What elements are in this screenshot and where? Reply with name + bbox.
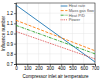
- tick-label: 400: [58, 66, 66, 71]
- legend-swatch: [61, 6, 68, 7]
- tick-mark: [14, 34, 16, 35]
- tick: 1.2: [7, 11, 16, 16]
- tick-label: 1.1: [7, 21, 14, 26]
- lines: [16, 5, 95, 62]
- tick-label: 500: [69, 66, 77, 71]
- tick: 100: [24, 64, 32, 71]
- tick-mark: [14, 44, 16, 45]
- series-line: [16, 31, 95, 58]
- x-axis: 0 100200 300400500600 700: [15, 64, 100, 71]
- legend-swatch: [61, 15, 68, 16]
- tick: 200: [35, 64, 43, 71]
- tick: 700: [92, 64, 100, 71]
- tick-mark: [14, 13, 16, 14]
- tick: 1.0: [7, 31, 16, 36]
- tick-mark: [14, 23, 16, 24]
- grid-line: [16, 23, 95, 24]
- tick-label: 0.7: [7, 62, 14, 67]
- tick-mark: [14, 64, 16, 65]
- tick-label: 0.8: [7, 52, 14, 57]
- y-axis-title: Influence number: [1, 16, 6, 51]
- legend-swatch: [61, 10, 68, 11]
- x-axis-title: Compressor inlet air temperature: [23, 74, 89, 79]
- tick-label: 0.9: [7, 42, 14, 47]
- chart: 0 100200 300400500600 700 0.7 0.8 0.9 1.0 1.1 1.2…: [0, 0, 100, 80]
- tick: 0.9: [7, 42, 16, 47]
- tick: 300: [47, 64, 55, 71]
- tick-label: 0: [15, 66, 18, 71]
- tick: 0: [15, 64, 18, 71]
- legend-label: Power: [69, 17, 81, 22]
- tick: 600: [80, 64, 88, 71]
- tick-label: 1.2: [7, 11, 14, 16]
- plot-frame: [16, 3, 95, 64]
- grid: [16, 3, 95, 64]
- tick-label: 300: [47, 66, 55, 71]
- tick-label: 700: [92, 66, 100, 71]
- series-line: [16, 25, 95, 53]
- plot: 0 100200 300400500600 700 0.7 0.8 0.9 1.0 1.1 1.2…: [7, 3, 100, 71]
- legend: Heat rateMass gas flowHeat P/DPower: [61, 3, 94, 22]
- tick: 1.1: [7, 21, 16, 26]
- tick-label: 100: [24, 66, 32, 71]
- legend-swatch: [61, 19, 68, 20]
- series-line: [16, 5, 95, 62]
- y-axis: 0.7 0.8 0.9 1.0 1.1 1.2: [7, 4, 17, 67]
- tick: 0.7: [7, 62, 16, 67]
- tick-label: 1.0: [7, 31, 14, 36]
- tick: 400: [58, 64, 66, 71]
- grid-line: [16, 43, 95, 44]
- tick-label: 200: [35, 66, 43, 71]
- tick: 500: [69, 64, 77, 71]
- tick-label: 600: [80, 66, 88, 71]
- tick: 0.8: [7, 52, 16, 57]
- series-line: [16, 20, 95, 51]
- tick-mark: [14, 54, 16, 55]
